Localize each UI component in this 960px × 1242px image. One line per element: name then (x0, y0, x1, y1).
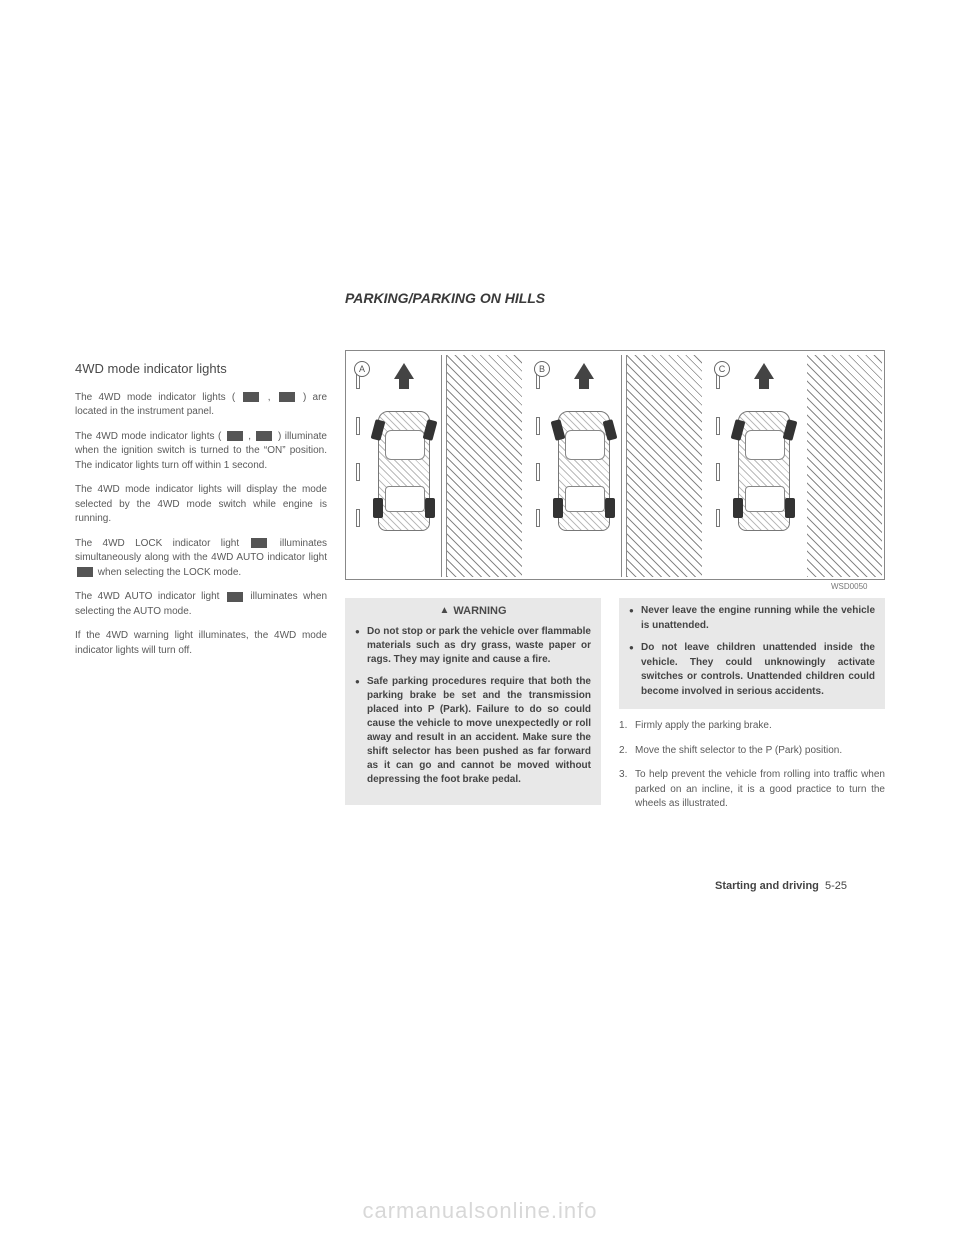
step-item: To help prevent the vehicle from rolling… (619, 768, 885, 812)
lock-indicator-icon (251, 538, 267, 548)
step-item: Firmly apply the parking brake. (619, 719, 885, 734)
auto-indicator-icon (77, 567, 93, 577)
car-icon (378, 411, 430, 531)
panel-label: A (354, 361, 370, 377)
warning-item: Never leave the engine running while the… (629, 604, 875, 633)
warning-item: Do not leave children unattended inside … (629, 641, 875, 699)
wheel-icon (371, 419, 386, 441)
lane-markings (716, 371, 722, 571)
footer-page: 5-25 (825, 880, 847, 892)
panel-label: B (534, 361, 550, 377)
auto-indicator-icon (227, 592, 243, 602)
diagram-panel-a: A (346, 351, 526, 581)
auto-indicator-icon (256, 431, 272, 441)
parking-diagram: A B C (345, 350, 885, 580)
arrow-up-icon (394, 363, 414, 379)
step-item: Move the shift selector to the P (Park) … (619, 744, 885, 759)
wheel-icon (423, 419, 438, 441)
paragraph: The 4WD mode indicator lights ( , ) are … (75, 391, 327, 420)
diagram-panel-b: B (526, 351, 706, 581)
car-icon (738, 411, 790, 531)
wheel-icon (553, 498, 563, 518)
lane-markings (356, 371, 362, 571)
panel-label: C (714, 361, 730, 377)
subheading: 4WD mode indicator lights (75, 360, 327, 379)
warning-item: Do not stop or park the vehicle over fla… (355, 625, 591, 667)
paragraph: The 4WD LOCK indicator light illuminates… (75, 537, 327, 581)
wheel-icon (785, 498, 795, 518)
footer-section: Starting and driving (715, 880, 819, 892)
lock-indicator-icon (243, 392, 259, 402)
warning-item: Safe parking procedures require that bot… (355, 675, 591, 787)
wheel-icon (733, 498, 743, 518)
lane-markings (536, 371, 542, 571)
figure-code: WSD0050 (831, 582, 867, 591)
warning-list: Do not stop or park the vehicle over fla… (355, 625, 591, 787)
wheel-icon (603, 419, 618, 441)
wheel-icon (373, 498, 383, 518)
warning-box: WARNING Do not stop or park the vehicle … (345, 598, 601, 805)
page-footer: Starting and driving 5-25 (715, 880, 847, 892)
left-column: 4WD mode indicator lights The 4WD mode i… (75, 360, 327, 668)
steps-list: Firmly apply the parking brake. Move the… (619, 719, 885, 812)
hatch-area (627, 355, 702, 577)
wheel-icon (551, 419, 566, 441)
lock-indicator-icon (227, 431, 243, 441)
wheel-icon (425, 498, 435, 518)
wheel-icon (783, 419, 798, 441)
arrow-up-icon (574, 363, 594, 379)
arrow-up-icon (754, 363, 774, 379)
hatch-area (807, 355, 882, 577)
section-title: PARKING/PARKING ON HILLS (345, 290, 545, 306)
paragraph: The 4WD AUTO indicator light illuminates… (75, 590, 327, 619)
auto-indicator-icon (279, 392, 295, 402)
watermark: carmanualsonline.info (0, 1198, 960, 1224)
wheel-icon (605, 498, 615, 518)
paragraph: The 4WD mode indicator lights ( , ) illu… (75, 430, 327, 474)
car-icon (558, 411, 610, 531)
diagram-panel-c: C (706, 351, 886, 581)
curb-line (621, 355, 627, 577)
warning-list: Never leave the engine running while the… (619, 598, 885, 709)
paragraph: If the 4WD warning light illuminates, th… (75, 629, 327, 658)
paragraph: The 4WD mode indicator lights will displ… (75, 483, 327, 527)
hatch-area (447, 355, 522, 577)
warning-title: WARNING (355, 604, 591, 619)
right-column: Never leave the engine running while the… (619, 598, 885, 822)
wheel-icon (731, 419, 746, 441)
curb-line (441, 355, 447, 577)
